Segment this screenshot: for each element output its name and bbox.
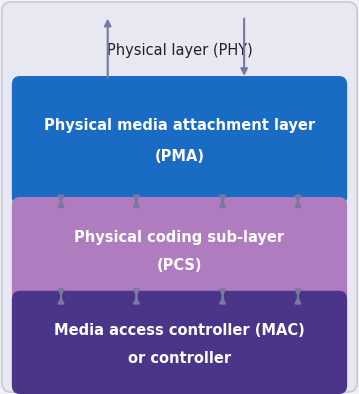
Text: (PMA): (PMA) <box>154 149 205 164</box>
Text: Physical media attachment layer: Physical media attachment layer <box>44 117 315 133</box>
FancyBboxPatch shape <box>2 2 357 392</box>
FancyBboxPatch shape <box>12 76 347 206</box>
Text: (PCS): (PCS) <box>157 258 202 273</box>
Text: Media access controller (MAC): Media access controller (MAC) <box>54 323 305 338</box>
Text: or controller: or controller <box>128 351 231 366</box>
Text: Physical layer (PHY): Physical layer (PHY) <box>107 43 252 58</box>
FancyBboxPatch shape <box>12 291 347 394</box>
Text: Physical coding sub-layer: Physical coding sub-layer <box>74 230 285 245</box>
FancyBboxPatch shape <box>12 197 347 302</box>
